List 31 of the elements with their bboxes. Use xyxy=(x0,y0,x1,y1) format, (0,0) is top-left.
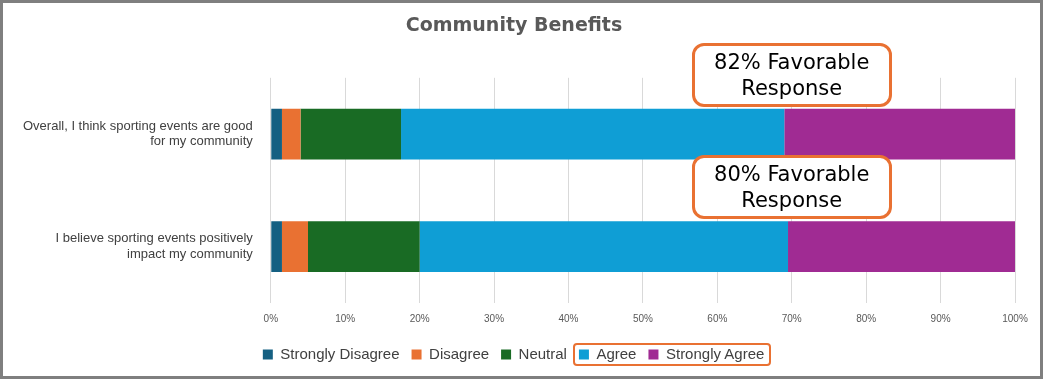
legend-label: Neutral xyxy=(518,344,567,362)
bar xyxy=(300,108,402,160)
annotation: 82% Favorable Response xyxy=(691,42,892,107)
annotation: 80% Favorable Response xyxy=(691,155,892,220)
x-tick-label: 30% xyxy=(484,312,505,324)
x-tick-label: 10% xyxy=(335,312,356,324)
x-tick-label: 90% xyxy=(930,312,951,324)
bar xyxy=(784,108,1015,160)
legend-label: Disagree xyxy=(429,344,490,362)
bar xyxy=(281,108,301,160)
y-tick-label: Overall, I think sporting events are good for my community xyxy=(22,117,254,149)
y-tick-label: I believe sporting events positively impact my community xyxy=(55,230,254,262)
bar xyxy=(308,221,420,273)
x-tick-label: 40% xyxy=(558,312,579,324)
bar xyxy=(271,221,282,273)
bar xyxy=(419,221,789,273)
bar xyxy=(271,108,282,160)
x-tick-label: 50% xyxy=(632,312,654,324)
legend-label: Strongly Agree xyxy=(665,344,765,362)
x-tick-label: 0% xyxy=(263,312,279,324)
bar xyxy=(401,108,785,160)
x-tick-label: 20% xyxy=(409,312,430,324)
bar xyxy=(788,221,1015,273)
x-tick-label: 80% xyxy=(856,312,877,324)
legend-label: Agree xyxy=(596,344,637,362)
legend-label: Strongly Disagree xyxy=(280,344,400,362)
x-tick-label: 70% xyxy=(781,312,802,324)
chart-title: Community Benefits xyxy=(405,13,623,36)
x-tick-label: 60% xyxy=(707,312,728,324)
x-tick-label: 100% xyxy=(1002,312,1028,324)
bar xyxy=(281,221,308,273)
